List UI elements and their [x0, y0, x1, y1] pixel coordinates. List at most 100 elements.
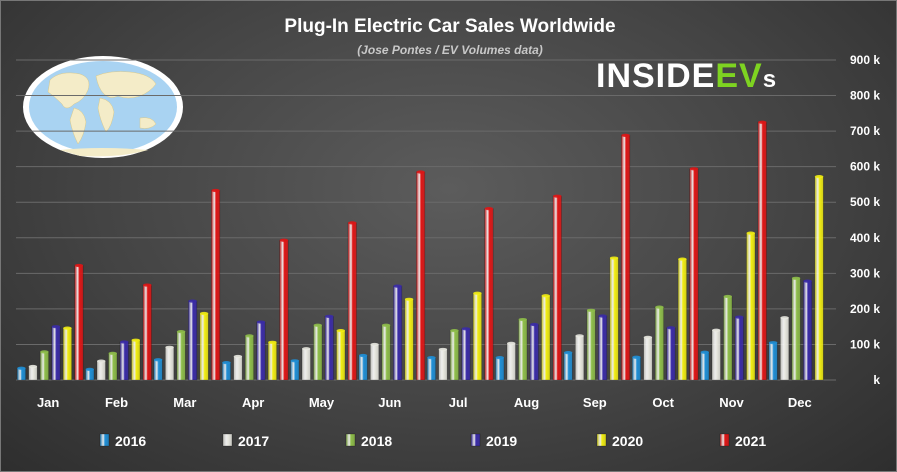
- bar-top-2016-jul: [427, 356, 436, 360]
- bar-top-2021-apr: [279, 238, 289, 242]
- bar-top-2016-oct: [632, 355, 641, 359]
- bar-top-2019-feb: [120, 340, 129, 344]
- legend-label-2018: 2018: [361, 433, 392, 449]
- bar-2019-oct: [666, 327, 676, 381]
- bar-2019-may: [324, 316, 334, 381]
- x-tick-label: Jun: [378, 395, 401, 410]
- bar-2019-jan: [51, 326, 61, 381]
- bar-top-2019-oct: [666, 326, 676, 330]
- bar-top-2016-jun: [358, 353, 368, 358]
- bar-2020-feb: [131, 339, 141, 381]
- bar-top-2017-nov: [712, 328, 721, 332]
- bar-top-2018-oct: [655, 305, 664, 309]
- bar-top-2020-nov: [746, 231, 755, 235]
- bar-2020-jan: [62, 327, 72, 381]
- bar-2018-jan: [39, 351, 49, 381]
- bar-top-2020-dec: [814, 175, 824, 179]
- world-map-icon: [23, 56, 183, 158]
- bar-top-2016-feb: [85, 367, 94, 371]
- bar-2020-jul: [472, 292, 482, 381]
- bar-top-2019-apr: [256, 320, 266, 324]
- bar-top-2017-jul: [438, 347, 448, 352]
- bar-top-2018-sep: [586, 308, 596, 312]
- bars: [16, 120, 824, 381]
- x-tick-label: Apr: [242, 395, 264, 410]
- bar-2021-oct: [689, 168, 699, 381]
- bar-2016-jun: [358, 355, 368, 381]
- bar-2021-feb: [142, 284, 152, 381]
- bar-2017-jan: [28, 366, 38, 381]
- bar-2016-jan: [16, 367, 26, 381]
- bar-2016-may: [290, 360, 300, 381]
- bar-top-2021-mar: [211, 188, 220, 193]
- bar-2016-feb: [85, 369, 95, 381]
- bar-top-2018-jul: [450, 328, 459, 333]
- bar-top-2020-jul: [473, 291, 482, 295]
- bar-top-2017-dec: [780, 316, 789, 320]
- bar-2018-jun: [381, 324, 391, 381]
- y-tick-label: 900 k: [850, 53, 880, 67]
- bar-top-2016-dec: [768, 341, 778, 345]
- bar-2021-mar: [211, 190, 221, 381]
- x-tick-label: Dec: [788, 395, 812, 410]
- y-tick-label: 300 k: [850, 266, 880, 280]
- bar-2021-nov: [757, 121, 767, 381]
- bar-2017-feb: [96, 360, 106, 381]
- insideevs-logo-text: INSIDEEVs: [596, 57, 777, 95]
- y-tick-label: 800 k: [850, 89, 880, 103]
- bar-2020-aug: [541, 295, 551, 381]
- bar-2020-nov: [746, 232, 756, 381]
- legend-swatch-2018: [345, 433, 356, 447]
- y-tick-label: 700 k: [850, 124, 880, 138]
- y-tick-label: 200 k: [850, 302, 880, 316]
- x-tick-label: Aug: [514, 395, 539, 410]
- bar-top-2020-sep: [609, 256, 619, 260]
- bar-2021-jul: [484, 208, 494, 381]
- bar-top-2017-oct: [643, 335, 653, 339]
- bar-2019-feb: [119, 341, 129, 381]
- bar-top-2017-jun: [370, 342, 379, 347]
- bar-2019-apr: [256, 321, 266, 381]
- x-axis: Jan Feb Mar Apr May Jun Jul Aug Sep Oct Nov Dec: [37, 395, 812, 410]
- x-tick-label: Feb: [105, 395, 128, 410]
- bar-2018-sep: [586, 310, 596, 381]
- bar-2021-aug: [552, 195, 562, 381]
- bar-2021-apr: [279, 239, 289, 381]
- bar-2017-oct: [643, 337, 653, 381]
- bar-2018-feb: [108, 353, 118, 381]
- grid-lines: [16, 59, 836, 381]
- bar-top-2018-mar: [176, 330, 186, 334]
- bar-top-2019-may: [325, 314, 334, 318]
- bar-top-2016-nov: [700, 350, 709, 354]
- bar-2016-mar: [153, 359, 163, 381]
- bar-top-2018-may: [313, 323, 322, 327]
- bar-2018-apr: [244, 335, 254, 381]
- bar-top-2019-jul: [461, 327, 471, 331]
- legend-label-2020: 2020: [612, 433, 643, 449]
- bar-2017-dec: [780, 317, 790, 381]
- bar-2017-may: [301, 348, 311, 381]
- bar-2021-sep: [621, 135, 631, 381]
- bar-top-2017-may: [302, 347, 311, 351]
- legend-swatch-2021: [719, 433, 730, 447]
- bar-top-2020-apr: [268, 340, 277, 344]
- bar-2021-jan: [74, 265, 84, 381]
- bar-top-2019-nov: [735, 315, 744, 319]
- legend-swatch-2019: [470, 433, 481, 447]
- bar-2020-may: [336, 330, 346, 381]
- bar-top-2016-may: [290, 359, 299, 363]
- bar-2020-apr: [267, 342, 277, 381]
- x-tick-label: Oct: [652, 395, 674, 410]
- bar-2017-apr: [233, 356, 243, 381]
- bar-top-2017-sep: [575, 334, 584, 338]
- bar-2016-oct: [631, 356, 641, 381]
- bar-2020-sep: [609, 257, 619, 381]
- x-tick-label: Jul: [449, 395, 468, 410]
- bar-top-2016-sep: [563, 351, 573, 355]
- bar-2017-jun: [370, 344, 380, 381]
- bar-top-2020-feb: [131, 338, 140, 342]
- y-tick-label: 100 k: [850, 337, 880, 351]
- x-tick-label: Sep: [583, 395, 607, 410]
- y-tick-label: 500 k: [850, 195, 880, 209]
- bar-2018-jul: [449, 330, 459, 381]
